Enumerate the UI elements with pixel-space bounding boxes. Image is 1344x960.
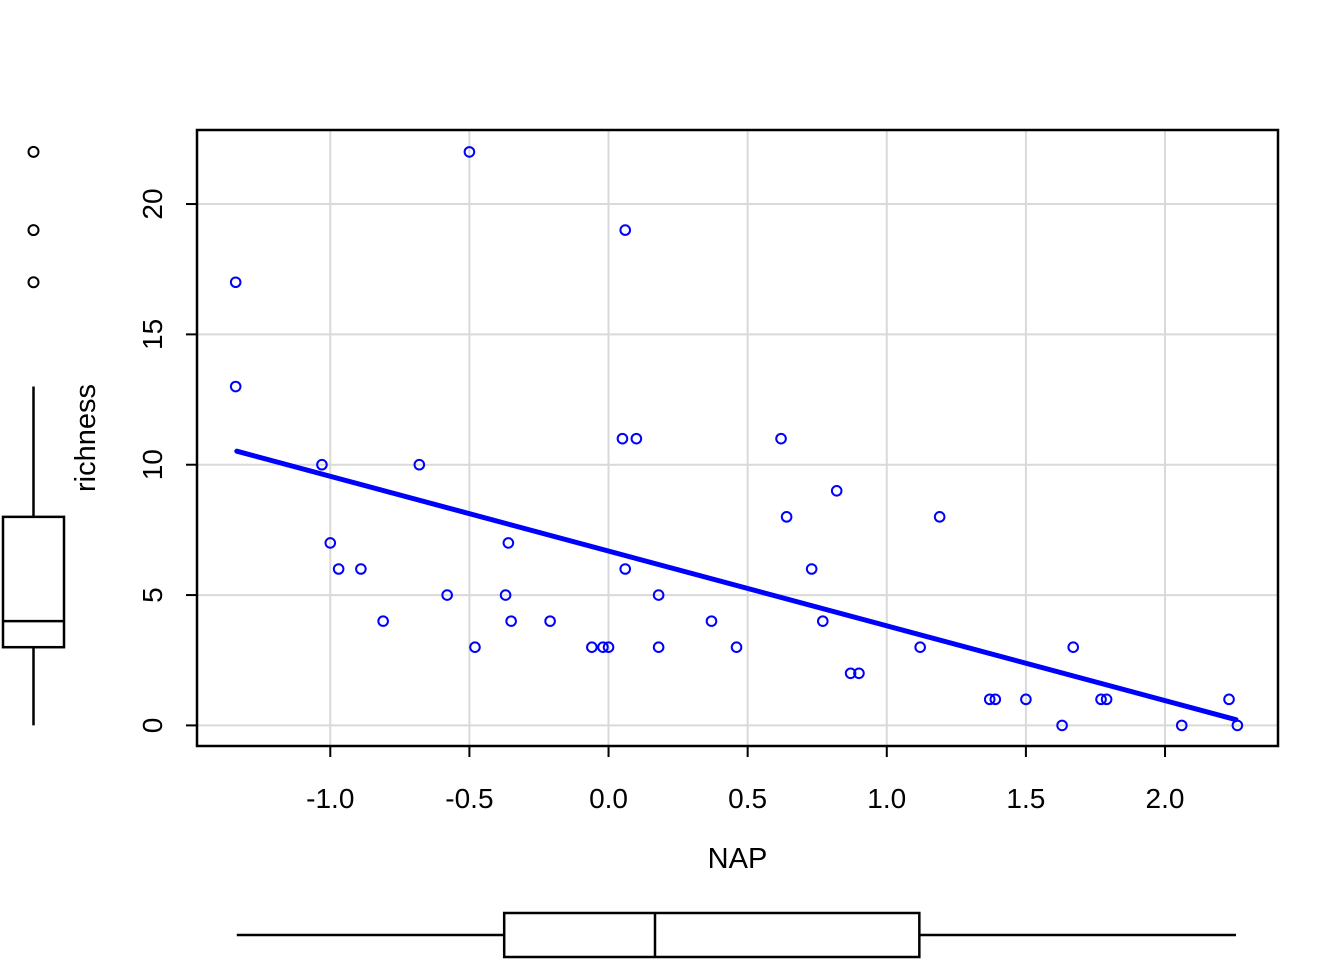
x-tick-label: 0.0: [589, 783, 628, 814]
y-boxplot-outlier-point: [27, 224, 40, 237]
scatter-point: [989, 693, 1002, 706]
scatter-point: [730, 641, 743, 654]
scatter-point: [355, 563, 367, 575]
scatter-point: [1223, 693, 1235, 706]
scatter-point: [805, 563, 818, 575]
scatter-point: [413, 458, 426, 471]
x-boxplot-box: [502, 911, 921, 959]
y-tick-label: 10: [137, 449, 168, 480]
y-tick-label: 20: [137, 188, 168, 219]
scatter-point: [775, 432, 787, 445]
scatter-point: [469, 641, 481, 654]
scatter-point: [316, 458, 328, 471]
x-tick-label: 1.5: [1006, 783, 1045, 814]
x-tick-label: -1.0: [306, 783, 354, 814]
x-tick-label: 0.5: [728, 783, 767, 814]
scatter-point: [1067, 641, 1080, 654]
scatter-point: [983, 693, 996, 706]
scatter-point: [332, 563, 345, 575]
scatter-point: [1095, 693, 1107, 706]
scatter-point: [619, 224, 632, 236]
y-axis-title: richness: [70, 384, 102, 492]
x-tick-label: 2.0: [1146, 783, 1185, 814]
regression-line: [234, 448, 1239, 723]
scatter-point: [705, 615, 718, 627]
scatter-point: [830, 484, 843, 497]
scatter-point: [1100, 693, 1113, 706]
scatter-point: [602, 641, 615, 654]
y-tick-label: 0: [137, 718, 168, 734]
x-tick-label: 1.0: [867, 783, 906, 814]
scatter-point: [505, 615, 517, 627]
scatter-point: [463, 146, 476, 158]
scatter-point: [616, 432, 629, 445]
scatter-point: [324, 537, 337, 549]
scatter-point: [652, 589, 665, 601]
scatter-point: [1056, 719, 1068, 732]
scatter-point: [441, 589, 453, 601]
scatter-point: [544, 615, 556, 627]
scatter-point: [1175, 719, 1188, 732]
y-boxplot-outlier-point: [27, 145, 40, 158]
x-axis-title: NAP: [708, 843, 768, 875]
y-boxplot-box: [1, 515, 66, 649]
plot-border: [195, 128, 1280, 748]
scatter-point: [502, 537, 515, 549]
y-tick-label: 5: [137, 587, 168, 603]
x-tick-label: -0.5: [445, 783, 493, 814]
scatter-point: [816, 615, 829, 627]
scatter-point: [229, 380, 242, 393]
scatter-point: [499, 589, 512, 601]
y-boxplot-outlier-point: [27, 276, 40, 289]
scatter-point: [780, 511, 793, 523]
scatter-point: [597, 641, 609, 654]
scatter-point: [933, 511, 946, 523]
scatter-point: [652, 641, 665, 654]
scatter-point: [853, 667, 865, 680]
scatter-point: [1020, 693, 1032, 706]
y-tick-label: 15: [137, 319, 168, 350]
scatter-point: [630, 432, 643, 445]
scatter-point: [229, 276, 242, 289]
scatter-point: [619, 563, 632, 575]
scatter-point: [586, 641, 598, 654]
scatter-point: [914, 641, 926, 654]
scatter-point: [377, 615, 389, 627]
scatter-point: [844, 667, 857, 680]
